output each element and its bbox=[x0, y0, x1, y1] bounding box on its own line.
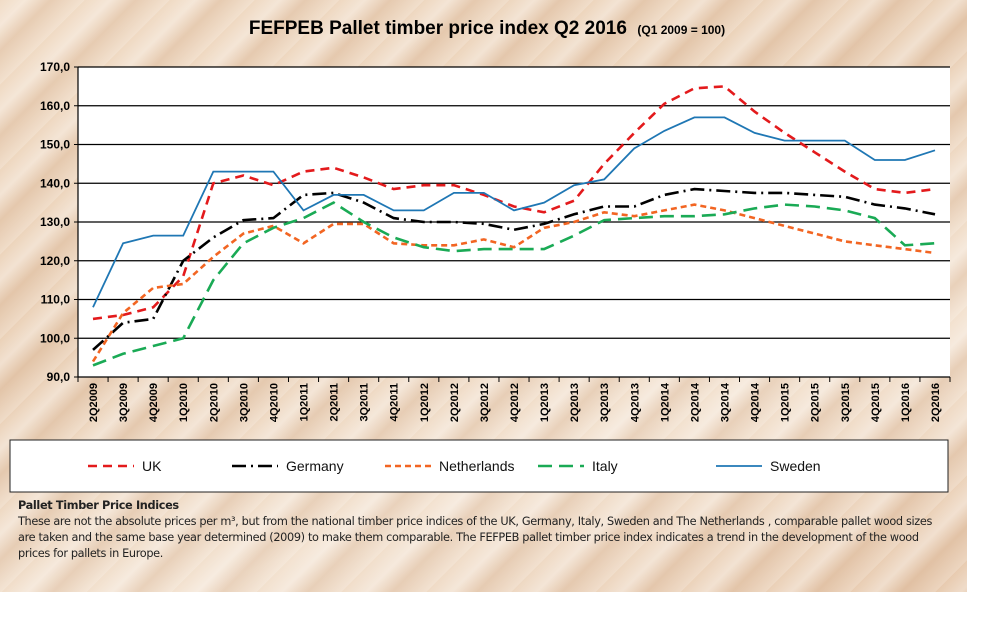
x-tick-label: 4Q2013 bbox=[629, 383, 641, 422]
x-tick-label: 2Q2012 bbox=[449, 383, 461, 422]
y-tick-label: 90,0 bbox=[47, 370, 71, 384]
x-tick-label: 3Q2013 bbox=[599, 383, 611, 422]
x-tick-label: 3Q2015 bbox=[840, 383, 852, 422]
x-tick-label: 3Q2011 bbox=[359, 383, 371, 422]
x-tick-label: 1Q2016 bbox=[900, 383, 912, 422]
x-tick-label: 3Q2010 bbox=[238, 383, 250, 422]
chart-title-group: FEFPEB Pallet timber price index Q2 2016… bbox=[249, 18, 725, 39]
y-tick-label: 140,0 bbox=[40, 176, 70, 190]
x-tick-label: 1Q2014 bbox=[659, 382, 671, 422]
y-tick-label: 110,0 bbox=[41, 293, 71, 307]
y-tick-label: 120,0 bbox=[40, 254, 70, 268]
y-tick-label: 100,0 bbox=[40, 331, 70, 345]
chart-subtitle: (Q1 2009 = 100) bbox=[637, 23, 725, 37]
x-tick-label: 3Q2014 bbox=[719, 382, 731, 422]
legend-box bbox=[9, 439, 949, 493]
x-tick-label: 1Q2013 bbox=[539, 383, 551, 422]
footer-title: Pallet Timber Price Indices bbox=[18, 499, 179, 512]
x-tick-label: 4Q2015 bbox=[870, 383, 882, 422]
x-tick-label: 4Q2012 bbox=[509, 383, 521, 422]
x-tick-label: 4Q2010 bbox=[268, 383, 280, 422]
y-tick-label: 130,0 bbox=[40, 215, 70, 229]
x-tick-label: 2Q2016 bbox=[930, 383, 942, 422]
x-tick-label: 4Q2011 bbox=[389, 383, 401, 422]
x-tick-label: 1Q2015 bbox=[780, 383, 792, 422]
x-tick-label: 2Q2010 bbox=[208, 383, 220, 422]
x-tick-label: 1Q2012 bbox=[419, 383, 431, 422]
x-tick-label: 3Q2012 bbox=[479, 383, 491, 422]
x-tick-label: 2Q2013 bbox=[569, 383, 581, 422]
series-line-germany bbox=[92, 187, 936, 351]
x-tick-label: 2Q2011 bbox=[329, 383, 341, 422]
x-tick-label: 1Q2010 bbox=[178, 383, 190, 422]
legend-label-uk: UK bbox=[142, 458, 162, 474]
footer-note: Pallet Timber Price Indices These are no… bbox=[18, 498, 948, 562]
y-tick-label: 160,0 bbox=[40, 99, 70, 113]
x-tick-label: 2Q2015 bbox=[810, 383, 822, 422]
series-line-italy bbox=[92, 201, 936, 367]
y-tick-label: 150,0 bbox=[40, 138, 70, 152]
legend-label-germany: Germany bbox=[286, 458, 344, 474]
y-tick-label: 170,0 bbox=[40, 60, 70, 74]
legend-label-sweden: Sweden bbox=[770, 458, 821, 474]
x-tick-label: 2Q2014 bbox=[689, 382, 701, 422]
legend-label-italy: Italy bbox=[592, 458, 618, 474]
chart-title: FEFPEB Pallet timber price index Q2 2016 bbox=[249, 18, 627, 39]
legend-label-netherlands: Netherlands bbox=[439, 458, 515, 474]
x-tick-label: 4Q2014 bbox=[750, 382, 762, 422]
x-tick-label: 2Q2009 bbox=[88, 383, 100, 422]
footer-text: These are not the absolute prices per m³… bbox=[18, 515, 932, 560]
x-tick-label: 3Q2009 bbox=[118, 383, 130, 422]
x-tick-label: 4Q2009 bbox=[148, 383, 160, 422]
x-tick-label: 1Q2011 bbox=[299, 383, 311, 422]
